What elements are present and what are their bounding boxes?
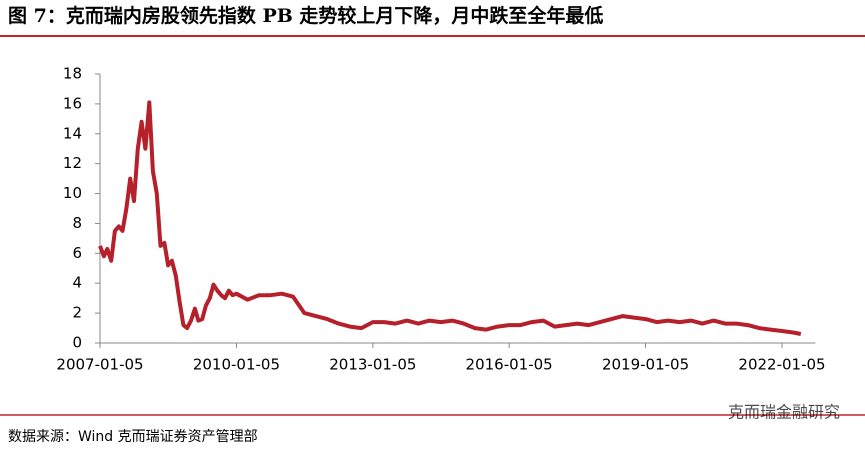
chart-title: 图 7：克而瑞内房股领先指数 PB 走势较上月下降，月中跌至全年最低 (8, 4, 603, 27)
x-tick-label: 2022-01-05 (738, 356, 825, 374)
y-tick-label: 18 (63, 65, 82, 83)
y-tick-label: 14 (63, 124, 82, 142)
line (98, 100, 802, 336)
y-tick-label: 2 (72, 304, 82, 322)
y-tick-label: 0 (72, 334, 82, 352)
x-tick-label: 2019-01-05 (602, 356, 689, 374)
y-tick-label: 6 (72, 244, 82, 262)
y-tick-label: 10 (63, 184, 82, 202)
y-tick-label: 12 (63, 154, 82, 172)
x-tick-label: 2010-01-05 (193, 356, 280, 374)
x-tick-label: 2013-01-05 (329, 356, 416, 374)
watermark: 克而瑞金融研究 (728, 403, 840, 422)
y-tick-label: 16 (63, 94, 82, 112)
source: 数据来源：Wind 克而瑞证券资产管理部 (8, 429, 258, 445)
x-tick-label: 2016-01-05 (466, 356, 553, 374)
y-tick-label: 8 (72, 214, 82, 232)
x-tick-label: 2007-01-05 (56, 356, 143, 374)
y-tick-label: 4 (72, 274, 82, 292)
